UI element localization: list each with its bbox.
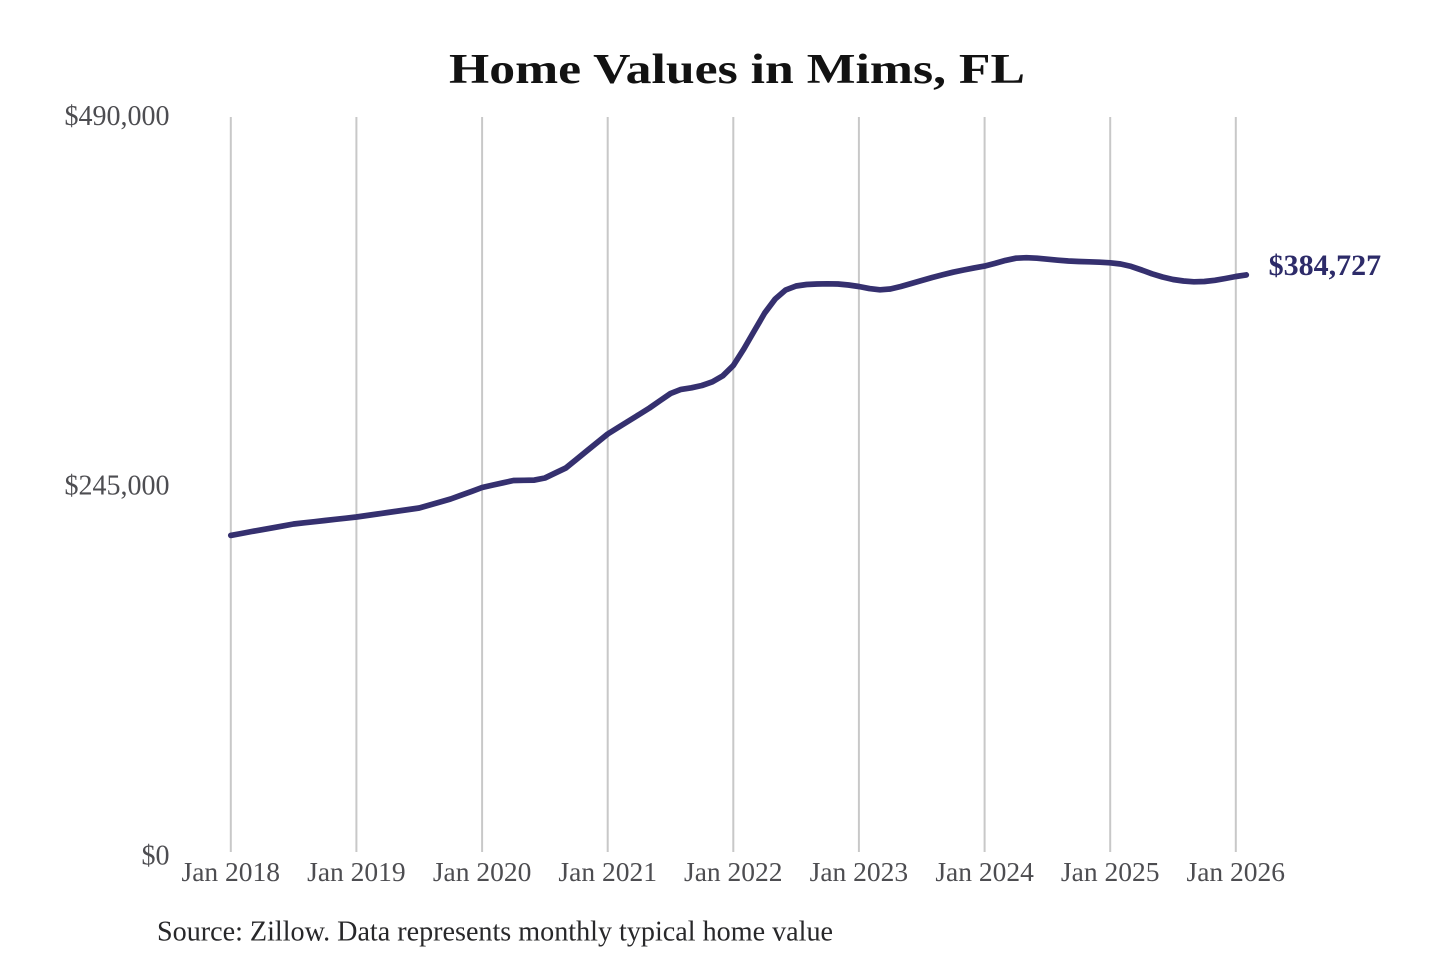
svg-text:Jan 2021: Jan 2021 xyxy=(558,856,657,887)
svg-text:Source: Zillow. Data represent: Source: Zillow. Data represents monthly … xyxy=(157,916,833,948)
svg-text:Jan 2018: Jan 2018 xyxy=(182,856,281,887)
svg-text:Jan 2019: Jan 2019 xyxy=(307,856,406,887)
svg-text:Home Values in Mims, FL: Home Values in Mims, FL xyxy=(449,47,1025,93)
svg-text:Jan 2024: Jan 2024 xyxy=(935,856,1034,887)
svg-text:Jan 2020: Jan 2020 xyxy=(433,856,532,887)
svg-text:$0: $0 xyxy=(142,841,170,872)
svg-text:Jan 2023: Jan 2023 xyxy=(810,856,909,887)
svg-text:Jan 2022: Jan 2022 xyxy=(684,856,783,887)
svg-text:$245,000: $245,000 xyxy=(65,471,170,502)
svg-text:$490,000: $490,000 xyxy=(65,101,170,132)
svg-text:$384,727: $384,727 xyxy=(1269,249,1382,282)
svg-text:Jan 2026: Jan 2026 xyxy=(1187,856,1286,887)
svg-text:Jan 2025: Jan 2025 xyxy=(1061,856,1160,887)
